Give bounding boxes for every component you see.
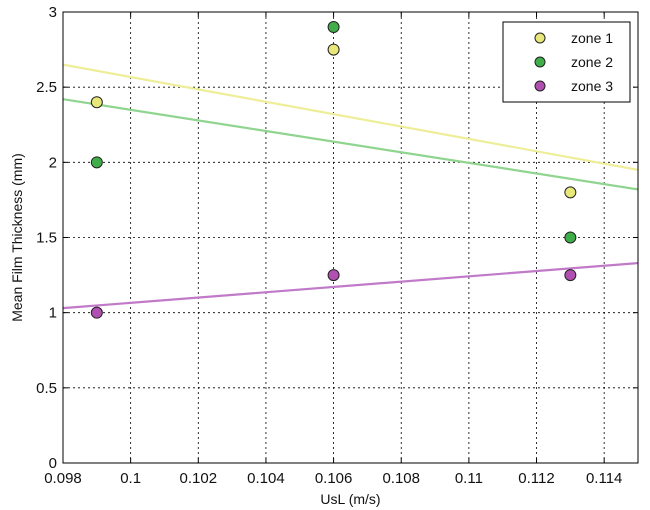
x-tick-label: 0.106 [315,470,353,487]
trend-line [62,261,639,310]
legend-label: zone 1 [571,30,613,46]
legend-label: zone 3 [571,78,613,94]
trend-lines [62,63,639,310]
y-axis-ticks: 0 0.5 1 1.5 2 2.5 3 [36,4,638,472]
x-tick-label: 0.102 [180,470,218,487]
data-point [564,231,577,244]
legend-marker [534,80,546,92]
x-tick-label: 0.104 [247,470,285,487]
y-axis-label: Mean Film Thickness (mm) [9,153,25,322]
data-points [90,21,577,319]
x-tick-label: 0.098 [44,470,82,487]
y-tick-label: 0 [49,455,57,472]
legend-marker [534,32,546,44]
data-point [90,156,103,169]
data-point [564,186,577,199]
y-tick-label: 2.5 [36,79,57,96]
x-tick-label: 0.114 [586,470,622,487]
y-tick-label: 2 [49,154,57,171]
trend-line [62,98,639,191]
legend-box [502,21,631,103]
data-point [564,269,577,282]
data-point [327,269,340,282]
x-axis-ticks: 0.098 0.1 0.102 0.104 0.106 0.108 0.11 0.112 0.1… [44,12,622,487]
x-tick-label: 0.108 [382,470,420,487]
y-tick-label: 1.5 [36,230,57,247]
trend-line [62,63,639,171]
data-point [90,306,103,319]
legend-label: zone 2 [571,54,613,70]
grid [62,11,638,464]
y-tick-label: 1 [49,305,57,322]
data-point [327,21,340,34]
y-tick-label: 0.5 [36,380,57,397]
data-point [90,96,103,109]
x-tick-label: 0.11 [455,470,483,487]
x-axis-label: UsL (m/s) [320,491,380,507]
legend-marker [534,56,546,68]
x-tick-label: 0.112 [518,470,554,487]
x-tick-label: 0.1 [120,470,141,487]
data-point [327,43,340,56]
y-tick-label: 3 [49,4,57,21]
legend: zone 1 zone 2 zone 3 [502,21,631,103]
